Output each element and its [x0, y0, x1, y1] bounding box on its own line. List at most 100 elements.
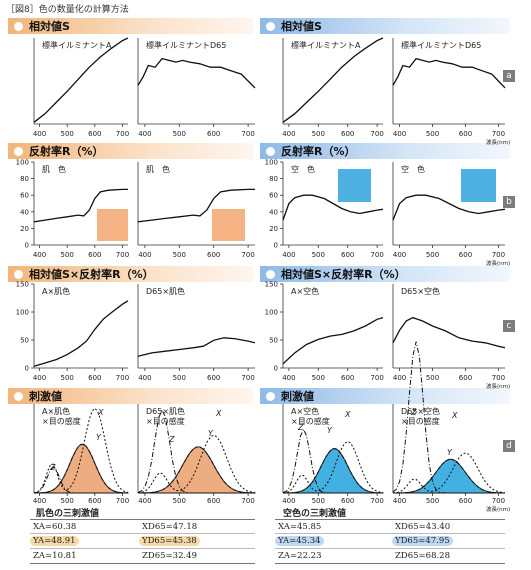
x-tick-label: 500	[426, 497, 439, 505]
x-tick-label: 400	[138, 374, 151, 382]
x-tick-label: 700	[370, 374, 383, 382]
figure-caption: ［図8］色の数量化の計算方法	[6, 5, 129, 15]
x-tick-label: 500	[173, 374, 186, 382]
x-tick-label: 400	[33, 497, 46, 505]
x-tick-label: 500	[60, 374, 73, 382]
x-tick-label: 700	[116, 497, 129, 505]
curve-y-bar	[137, 446, 255, 494]
table-cell: YA=48.91	[30, 536, 79, 546]
row-tag-c: c	[503, 320, 515, 332]
table-cell: ZD65=32.49	[142, 551, 197, 561]
y-tick-label: 40	[269, 208, 278, 216]
panel-label: D65×空色	[401, 286, 440, 296]
curve-letter-x: X	[451, 411, 458, 420]
x-tick-label: 600	[88, 251, 101, 259]
curve-d65-times-sky	[392, 316, 506, 349]
panel-label: 肌 色	[42, 164, 66, 174]
table-cell: XA=45.85	[278, 522, 322, 532]
table-rule	[30, 563, 255, 564]
x-tick-label: 500	[60, 130, 73, 138]
panel-label: 空 色	[291, 164, 315, 174]
x-tick-label: 500	[426, 251, 439, 259]
x-tick-label: 700	[492, 497, 505, 505]
table-title: 空色の三刺激値	[283, 509, 347, 519]
curve-x-bar	[282, 440, 384, 494]
x-tick-label: 600	[459, 497, 472, 505]
table-rule	[30, 548, 255, 549]
skin-color-swatch	[212, 209, 245, 241]
band-title: 反射率R（%）	[29, 145, 104, 158]
table-cell: XD65=47.18	[142, 522, 198, 532]
x-tick-label: 700	[370, 251, 383, 259]
x-tick-label: 400	[393, 497, 406, 505]
x-tick-label: 400	[393, 130, 406, 138]
bullet-icon	[14, 269, 23, 279]
x-axis-unit: 波長(nm)	[486, 138, 510, 146]
x-tick-label: 700	[116, 130, 129, 138]
table-rule	[30, 533, 255, 534]
y-tick-label: 0	[274, 365, 278, 373]
curve-x-bar	[392, 452, 506, 494]
table-cell: YD65=47.95	[392, 536, 453, 546]
row-tag-a: a	[503, 70, 515, 82]
x-tick-label: 700	[116, 374, 129, 382]
y-tick-label: 60	[269, 192, 278, 200]
x-tick-label: 600	[341, 130, 354, 138]
curve-letter-z: Z	[49, 463, 56, 472]
curve-letter-z: Z	[297, 423, 304, 432]
x-axis-unit: 波長(nm)	[486, 259, 510, 267]
x-tick-label: 400	[138, 251, 151, 259]
curve-z-bar	[392, 341, 505, 494]
y-tick-label: 60	[20, 192, 29, 200]
panel-label: 肌 色	[146, 164, 170, 174]
band-relative-s-right: 相対値S	[260, 18, 510, 34]
panel-label: 標準イルミナントD65	[401, 40, 481, 50]
table-cell: ZD65=68.28	[395, 551, 450, 561]
curve-illuminant-a	[282, 37, 384, 123]
x-tick-label: 400	[33, 374, 46, 382]
y-tick-label: 80	[20, 175, 29, 183]
curve-y-bar	[282, 448, 383, 494]
curve-letter-y: Y	[208, 429, 214, 438]
table-cell: XD65=43.40	[395, 522, 451, 532]
x-tick-label: 500	[173, 130, 186, 138]
curve-a-times-sky	[282, 316, 384, 365]
filled-y-response	[137, 446, 256, 494]
x-tick-label: 700	[241, 251, 254, 259]
x-tick-label: 400	[282, 251, 295, 259]
x-tick-label: 500	[173, 251, 186, 259]
x-axis-unit: 波長(nm)	[486, 382, 510, 390]
y-tick-label: 80	[269, 175, 278, 183]
table-rule	[275, 548, 505, 549]
y-tick-label: 50	[269, 337, 278, 345]
x-tick-label: 500	[312, 374, 325, 382]
highlighted-value: YA=45.34	[275, 536, 324, 546]
y-tick-label: 100	[265, 159, 278, 167]
highlighted-value: YA=48.91	[30, 536, 79, 546]
x-tick-label: 500	[426, 374, 439, 382]
band-product-right: 相対値S×反射率R（%）	[260, 266, 510, 282]
x-tick-label: 700	[370, 130, 383, 138]
band-title: 刺激値	[29, 390, 62, 403]
curve-y-bar	[393, 458, 506, 494]
panel-label: ×目の感度	[146, 416, 185, 426]
curve-illuminant-d65	[392, 57, 506, 89]
x-tick-label: 400	[282, 497, 295, 505]
table-rule	[30, 519, 255, 520]
panel-label: 空 色	[401, 164, 425, 174]
band-title: 反射率R（%）	[281, 145, 356, 158]
panel-label: D65×肌色	[146, 406, 185, 416]
band-stimulus-right: 刺激値	[260, 388, 510, 404]
bullet-icon	[266, 146, 275, 156]
curve-letter-x: X	[344, 410, 351, 419]
panel-label: ×目の感度	[401, 416, 440, 426]
table-rule	[275, 533, 505, 534]
x-tick-label: 600	[341, 374, 354, 382]
curve-x-bar	[137, 434, 256, 494]
band-product-left: 相対値S×反射率R（%）	[8, 266, 253, 282]
highlighted-value: YD65=45.38	[139, 536, 200, 546]
table-cell: ZA=10.81	[33, 551, 77, 561]
curve-x-bar	[33, 407, 129, 494]
curve-sky-reflectance	[282, 194, 384, 221]
y-tick-label: 150	[265, 281, 278, 289]
